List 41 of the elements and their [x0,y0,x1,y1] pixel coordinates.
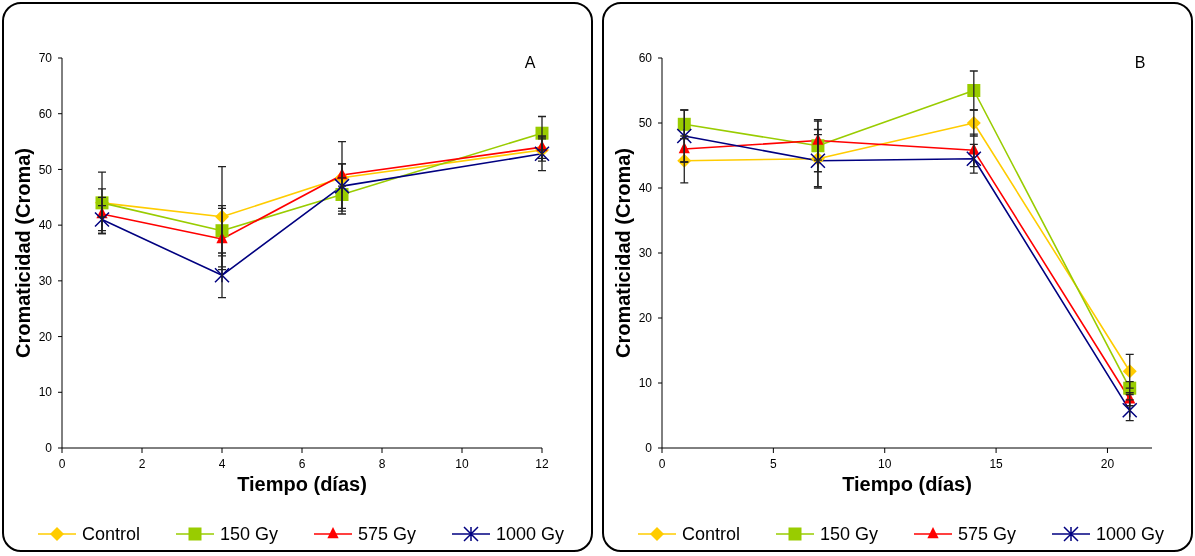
x-tick-label: 10 [878,457,892,471]
legend-label: 575 Gy [358,524,417,545]
legend-label: 150 Gy [820,524,879,545]
legend-label: Control [682,524,741,545]
y-tick-label: 40 [38,218,53,233]
y-tick-label: 30 [38,274,53,289]
y-tick-label: 60 [638,51,653,66]
y-tick-label: 0 [45,441,53,456]
x-tick-label: 12 [535,457,549,471]
y-axis-title: Cromaticidad (Croma) [12,147,34,359]
chart-title: B [1134,54,1146,71]
x-tick-label: 10 [455,457,469,471]
y-tick-label: 60 [38,106,53,121]
y-tick-label: 10 [38,385,53,400]
x-tick-label: 8 [378,457,386,471]
y-tick-label: 0 [645,441,653,456]
x-tick-label: 4 [218,457,226,471]
legend-label: 1000 Gy [496,524,565,545]
x-axis-title: Tiempo (días) [842,473,972,495]
x-tick-label: 20 [1100,457,1115,471]
x-tick-label: 6 [298,457,306,471]
x-tick-label: 0 [658,457,666,471]
x-axis-title: Tiempo (días) [237,473,367,495]
x-tick-label: 15 [989,457,1004,471]
legend-label: Control [82,524,141,545]
y-tick-label: 50 [38,162,53,177]
x-tick-label: 0 [58,457,66,471]
y-tick-label: 70 [38,51,53,66]
x-tick-label: 5 [770,457,778,471]
legend-label: 1000 Gy [1096,524,1165,545]
y-tick-label: 30 [638,246,653,261]
x-tick-label: 2 [138,457,146,471]
y-tick-label: 10 [638,376,653,391]
y-tick-label: 20 [38,329,53,344]
chart-title: A [524,54,536,71]
legend-label: 575 Gy [958,524,1017,545]
y-tick-label: 50 [638,116,653,131]
y-axis-title: Cromaticidad (Croma) [612,147,634,359]
y-tick-label: 40 [638,181,653,196]
legend-label: 150 Gy [220,524,279,545]
y-tick-label: 20 [638,311,653,326]
